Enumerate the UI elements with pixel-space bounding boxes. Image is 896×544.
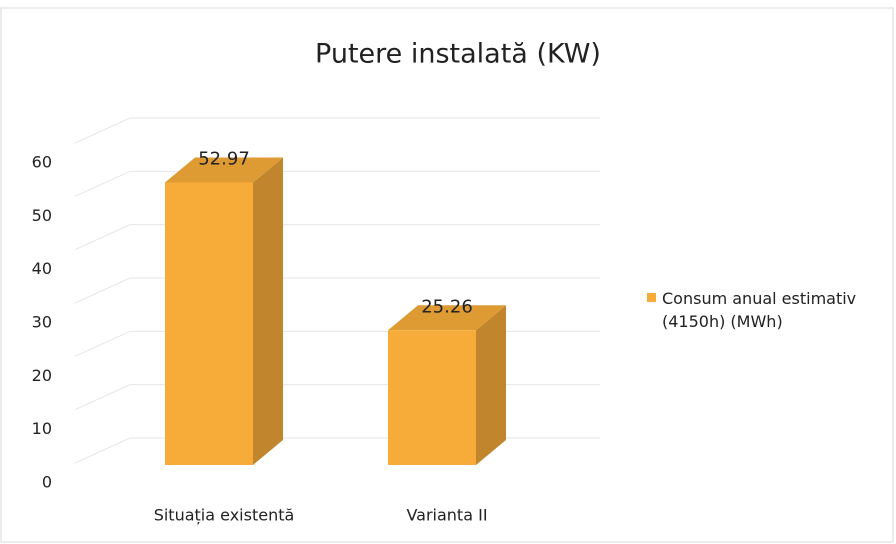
bar [165, 157, 283, 465]
y-tick-label: 60 [32, 153, 52, 172]
x-tick-label: Situația existentă [154, 506, 295, 525]
y-tick-label: 30 [32, 313, 52, 332]
data-label: 25.26 [421, 296, 473, 317]
grid-line [74, 330, 131, 357]
grid-line [74, 437, 131, 464]
y-tick-label: 10 [32, 419, 52, 438]
y-tick-label: 40 [32, 259, 52, 278]
grid-line [74, 277, 131, 304]
y-tick-label: 20 [32, 366, 52, 385]
legend-swatch [647, 293, 656, 302]
bar [388, 305, 506, 465]
y-tick-label: 0 [42, 473, 52, 492]
y-tick-label: 50 [32, 206, 52, 225]
grid-line [74, 384, 131, 411]
grid-line [74, 170, 131, 197]
chart-title: Putere instalată (KW) [315, 39, 601, 70]
x-tick-label: Varianta II [406, 506, 487, 525]
grid-line [74, 224, 131, 251]
legend-label: Consum anual estimativ (4150h) (MWh) [662, 289, 857, 331]
data-label: 52.97 [198, 148, 250, 169]
grid-line [74, 117, 131, 144]
